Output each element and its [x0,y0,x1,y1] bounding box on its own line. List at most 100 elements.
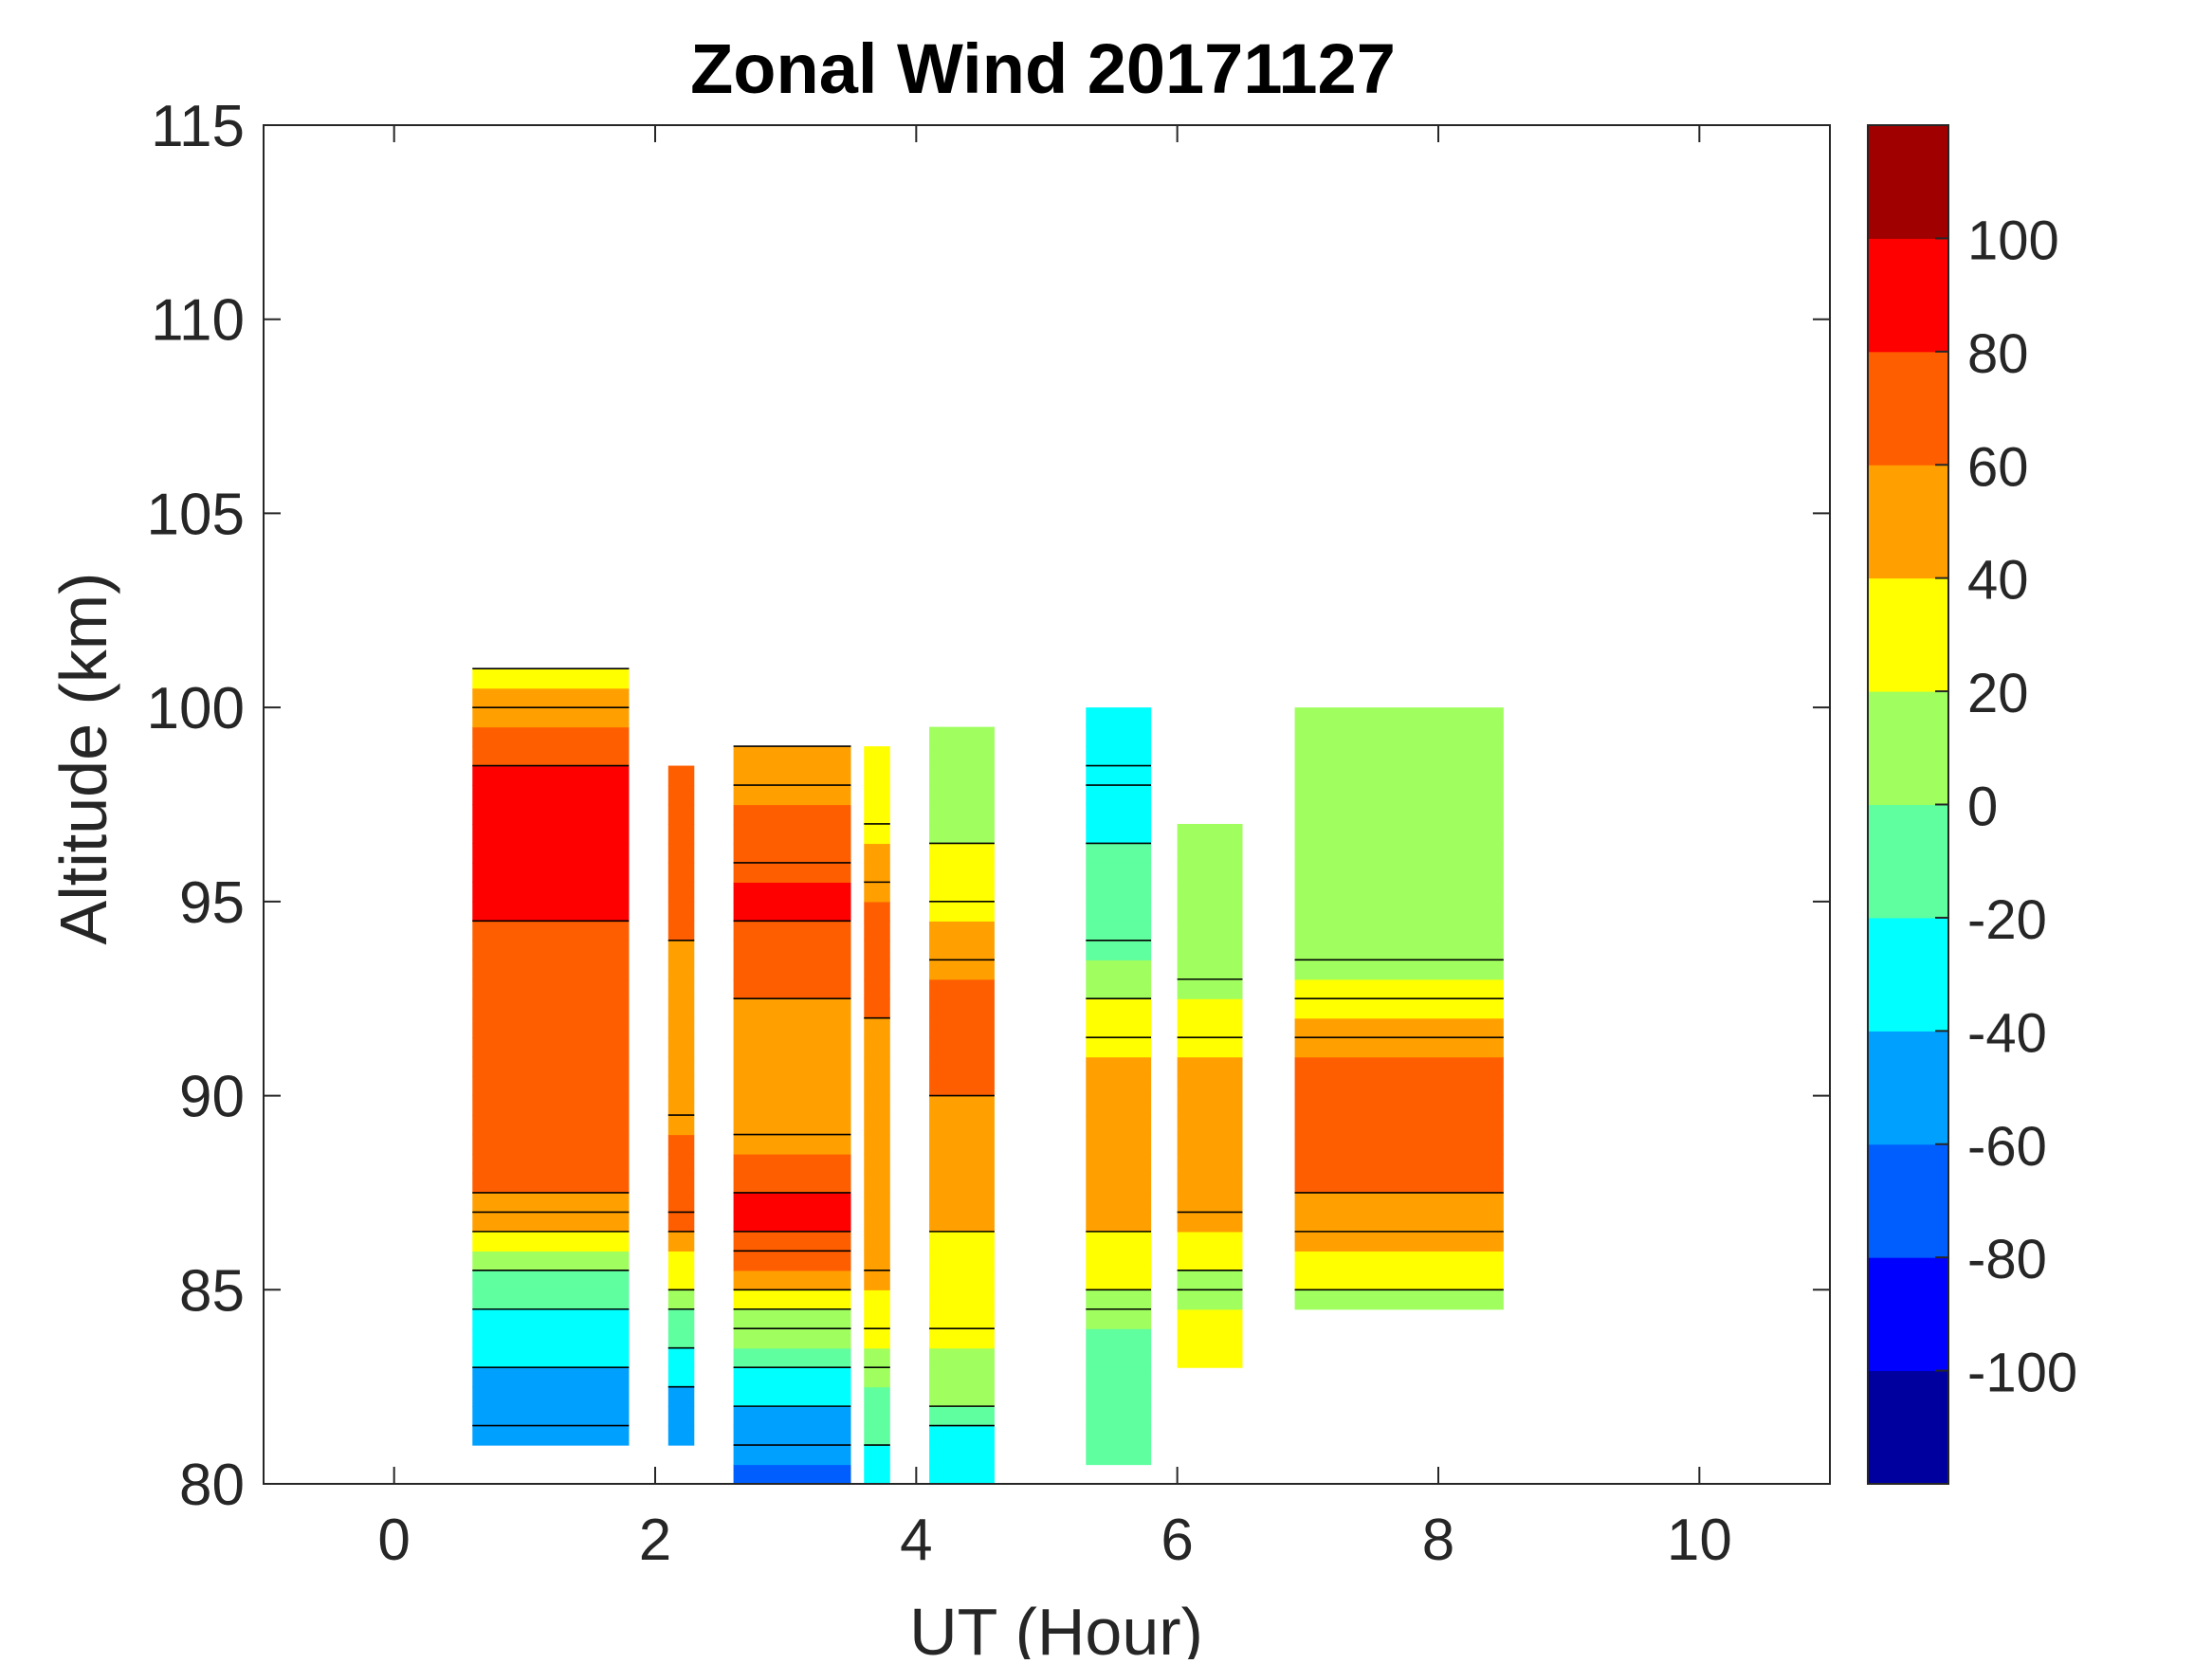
contour-cell [472,1017,630,1038]
contour-cell [1086,1251,1152,1271]
contour-cell [929,1289,995,1310]
contour-cell [1086,998,1152,1019]
contour-cell [1177,1212,1243,1233]
contour-cell [1177,921,1243,942]
contour-cell [472,1192,630,1213]
plot-area [472,667,1504,1485]
contour-cell [472,921,630,942]
contour-cell [1177,1231,1243,1252]
contour-cell [929,1308,995,1329]
contour-cell [929,1095,995,1116]
contour-cell [472,765,630,786]
contour-cell [472,726,630,747]
contour-cell [472,960,630,980]
contour-cell [1086,882,1152,903]
contour-cell [472,668,630,689]
contour-cell [929,785,995,806]
y-tick-label: 110 [151,288,245,354]
contour-cell [929,1445,995,1466]
contour-cell [733,1464,851,1485]
contour-cell [733,940,851,960]
contour-cell [1294,1056,1504,1077]
contour-cell [1177,978,1243,999]
contour-cell [667,862,695,883]
contour-cell [1177,1037,1243,1058]
contour-cell [733,1076,851,1097]
y-tick-label: 85 [179,1258,245,1324]
contour-cell [1177,1251,1243,1271]
contour-cell [472,687,630,708]
contour-cell [1086,978,1152,999]
contour-cell [1086,1308,1152,1329]
contour-cell [472,862,630,883]
contour-cell [667,1056,695,1077]
contour-cell [667,998,695,1019]
x-tick-label: 2 [639,1508,671,1573]
contour-cell [1294,1134,1504,1155]
contour-cell [1086,1017,1152,1038]
contour-cell [667,1095,695,1116]
contour-cell [733,1347,851,1368]
contour-cell [733,1328,851,1349]
contour-cell [733,1037,851,1058]
contour-cell [1294,1173,1504,1194]
data-block [864,746,890,1485]
contour-cell [733,1192,851,1213]
contour-cell [733,978,851,999]
contour-cell [929,921,995,942]
contour-cell [1177,1289,1243,1310]
colorbar-tick-label: -40 [1967,1002,2047,1064]
contour-cell [1086,765,1152,786]
contour-cell [929,1328,995,1349]
colorbar-segment [1868,1370,1948,1485]
contour-cell [929,1386,995,1407]
contour-cell [1086,940,1152,960]
contour-cell [733,843,851,864]
contour-cell [667,1386,695,1407]
x-tick-label: 10 [1667,1508,1732,1573]
contour-cell [1294,998,1504,1019]
contour-cell [472,1406,630,1427]
colorbar-segment [1868,577,1948,692]
contour-cell [1294,1192,1504,1213]
contour-cell [929,765,995,786]
contour-cell [864,804,890,825]
contour-cell [667,940,695,960]
contour-cell [667,1328,695,1349]
colorbar-tick-label: 80 [1967,323,2029,385]
contour-cell [929,1464,995,1485]
contour-cell [1086,1425,1152,1446]
colorbar-tick-label: -20 [1967,889,2047,951]
x-tick-label: 0 [377,1508,410,1573]
contour-cell [864,1192,890,1213]
contour-cell [667,1017,695,1038]
contour-cell [667,843,695,864]
contour-cell [472,1115,630,1136]
contour-cell [864,1367,890,1388]
contour-cell [472,1386,630,1407]
contour-cell [472,1173,630,1194]
data-block [472,667,630,1446]
contour-cell [864,765,890,786]
contour-cell [864,978,890,999]
colorbar-tick-label: -100 [1967,1343,2077,1404]
contour-cell [929,940,995,960]
contour-cell [929,882,995,903]
colorbar-segment [1868,351,1948,466]
contour-cell [1294,862,1504,883]
contour-cell [929,901,995,922]
contour-cell [1177,960,1243,980]
contour-cell [864,1056,890,1077]
contour-cell [733,882,851,903]
colorbar-tick-label: -60 [1967,1116,2047,1178]
contour-cell [1177,1173,1243,1194]
contour-cell [472,1076,630,1097]
contour-cell [864,1017,890,1038]
chart-title: Zonal Wind 20171127 [690,29,1396,108]
contour-cell [667,901,695,922]
contour-cell [1086,785,1152,806]
contour-cell [1086,1270,1152,1290]
contour-cell [929,1192,995,1213]
contour-cell [733,1386,851,1407]
contour-cell [667,1406,695,1427]
